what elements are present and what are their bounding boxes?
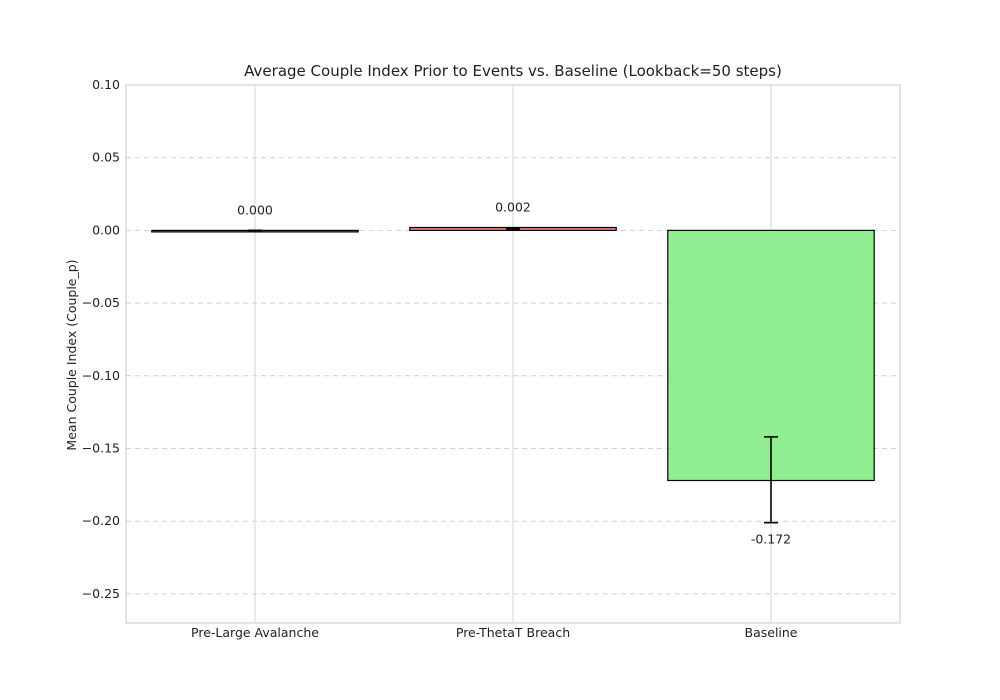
plot-area: 0.10 0.05 0.00 −0.05 −0.10 −0.15 −0.20 −0.25 0.0…: [82, 77, 901, 640]
x-tick-label: Baseline: [745, 625, 798, 640]
y-tick-label: 0.05: [92, 150, 120, 165]
data-label: -0.172: [751, 532, 791, 547]
x-tick-label: Pre-ThetaT Breach: [456, 625, 570, 640]
y-tick-label: 0.00: [92, 222, 120, 237]
y-tick-label: −0.10: [82, 368, 120, 383]
axes-frame: [125, 84, 901, 624]
data-label: 0.000: [237, 202, 273, 217]
chart-title: Average Couple Index Prior to Events vs.…: [244, 62, 782, 80]
y-axis-label: Mean Couple Index (Couple_p): [64, 259, 79, 450]
data-label: 0.002: [495, 199, 531, 214]
y-tick-label: −0.05: [82, 295, 120, 310]
y-tick-label: −0.20: [82, 513, 120, 528]
y-tick-label: 0.10: [92, 77, 120, 92]
x-tick-label: Pre-Large Avalanche: [191, 625, 319, 640]
y-tick-label: −0.15: [82, 441, 120, 456]
y-tick-label: −0.25: [82, 586, 120, 601]
